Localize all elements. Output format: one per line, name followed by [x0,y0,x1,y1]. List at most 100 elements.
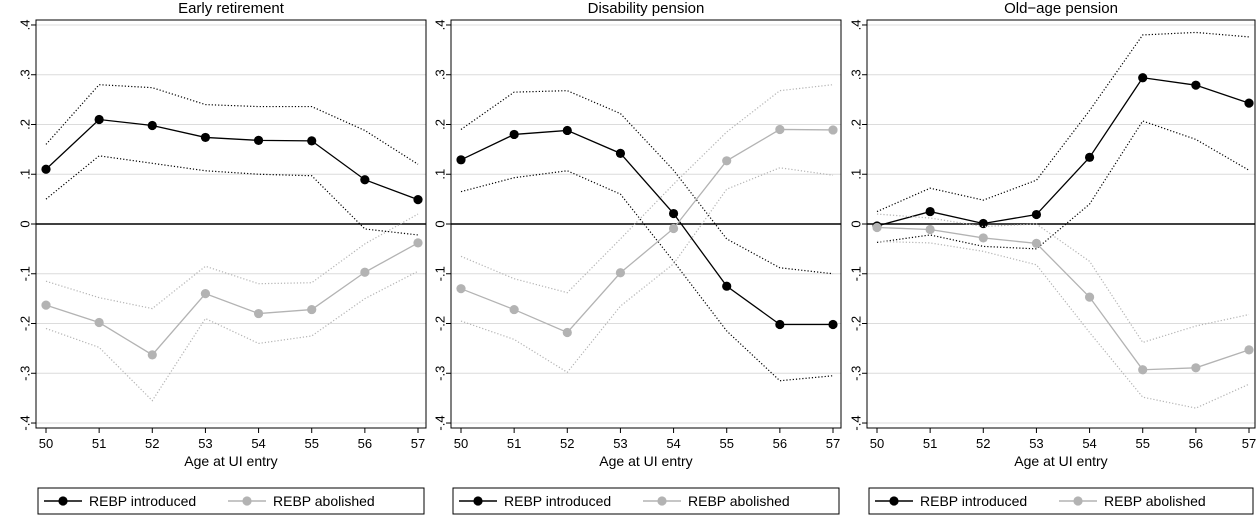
y-tick-label: -.1 [433,266,448,281]
data-point [1031,238,1042,249]
legend-marker [1073,496,1083,506]
data-point [562,125,572,136]
x-tick-label: 51 [923,436,937,451]
ci-lower-line [45,270,419,402]
y-tick-label: 0 [18,220,33,227]
x-tick-label: 56 [773,436,787,451]
data-point [307,136,317,146]
y-tick-label: -.3 [18,366,33,381]
x-tick-label: 55 [1135,436,1149,451]
data-point [925,206,935,217]
legend-label: REBP abolished [688,493,790,509]
series-2 [41,213,423,402]
data-point [94,114,104,125]
data-point [147,350,157,360]
y-tick-label: -.3 [433,366,448,381]
y-tick-label: .1 [849,169,864,180]
legend-marker [242,496,252,506]
data-point [722,281,732,291]
x-tick-label: 54 [251,436,265,451]
x-tick-label: 56 [1189,436,1203,451]
data-point [1191,363,1201,373]
data-point [1191,80,1201,90]
x-tick-label: 55 [719,436,733,451]
x-tick-label: 57 [1242,436,1256,451]
y-tick-label: .2 [433,119,448,130]
data-point [413,238,423,248]
data-point [828,125,838,135]
data-point [1244,345,1254,355]
x-tick-label: 50 [39,436,53,451]
x-axis-label: Age at UI entry [184,453,277,469]
data-point [775,319,785,330]
y-tick-label: .1 [18,169,33,180]
y-tick-label: .1 [433,169,448,180]
legend-label: REBP abolished [1104,493,1206,509]
ci-upper-line [45,84,419,165]
y-tick-label: .4 [433,20,448,31]
ci-upper-line [45,213,419,310]
y-tick-label: -.3 [849,366,864,381]
ci-upper-line [460,84,834,294]
series-2 [872,213,1254,409]
data-point [253,308,264,319]
x-tick-label: 57 [411,436,425,451]
data-point [360,267,370,277]
x-tick-label: 50 [870,436,884,451]
data-point [615,268,626,278]
data-point [615,148,626,158]
chart-title: Early retirement [178,0,285,17]
data-point [1138,365,1148,375]
series-2 [456,84,838,374]
data-point [41,300,51,310]
series-1 [872,31,1254,250]
x-axis-label: Age at UI entry [1014,453,1107,469]
data-point [872,222,882,233]
data-point [456,284,466,294]
data-point [668,208,679,219]
legend-marker [58,496,68,506]
y-tick-label: 0 [849,220,864,227]
series-line [45,242,419,356]
x-tick-label: 51 [507,436,521,451]
y-tick-label: .4 [18,20,33,31]
x-tick-label: 51 [92,436,106,451]
ci-upper-line [876,31,1250,213]
y-tick-label: .4 [849,20,864,31]
ci-upper-line [876,213,1250,344]
series-1 [456,90,838,382]
chart-panel-2: Disability pension -.4 -.3 -.2 -.1 0 .1 .2 .3 .4 5… [433,0,842,515]
y-tick-label: -.1 [18,266,33,281]
ci-lower-line [460,167,834,374]
x-tick-label: 54 [1082,436,1096,451]
x-tick-label: 57 [826,436,840,451]
y-tick-label: .3 [433,69,448,80]
x-axis-label: Age at UI entry [599,453,692,469]
x-tick-label: 52 [560,436,574,451]
x-tick-label: 52 [145,436,159,451]
legend-label: REBP abolished [273,493,375,509]
chart-panel-1: Early retirement -.4 -.3 -.2 -.1 0 .1 .2 .3 .4 50 5… [18,0,427,515]
series-line [876,77,1250,227]
legend-label: REBP introduced [89,493,196,509]
legend-marker [889,496,899,506]
x-tick-label: 54 [666,436,680,451]
data-point [413,195,423,205]
series-line [45,118,419,201]
data-point [253,135,264,146]
data-point [41,164,51,174]
legend-label: REBP introduced [920,493,1027,509]
legend-label: REBP introduced [504,493,611,509]
series-line [876,226,1250,371]
data-point [1138,73,1148,83]
ci-lower-line [876,240,1250,409]
y-tick-label: .3 [849,69,864,80]
series-1 [41,84,423,236]
x-tick-label: 55 [304,436,318,451]
x-tick-label: 52 [976,436,990,451]
x-tick-label: 53 [613,436,627,451]
data-point [456,155,466,165]
data-point [1084,152,1095,162]
x-tick-label: 56 [358,436,372,451]
chart-title: Old−age pension [1004,0,1118,17]
